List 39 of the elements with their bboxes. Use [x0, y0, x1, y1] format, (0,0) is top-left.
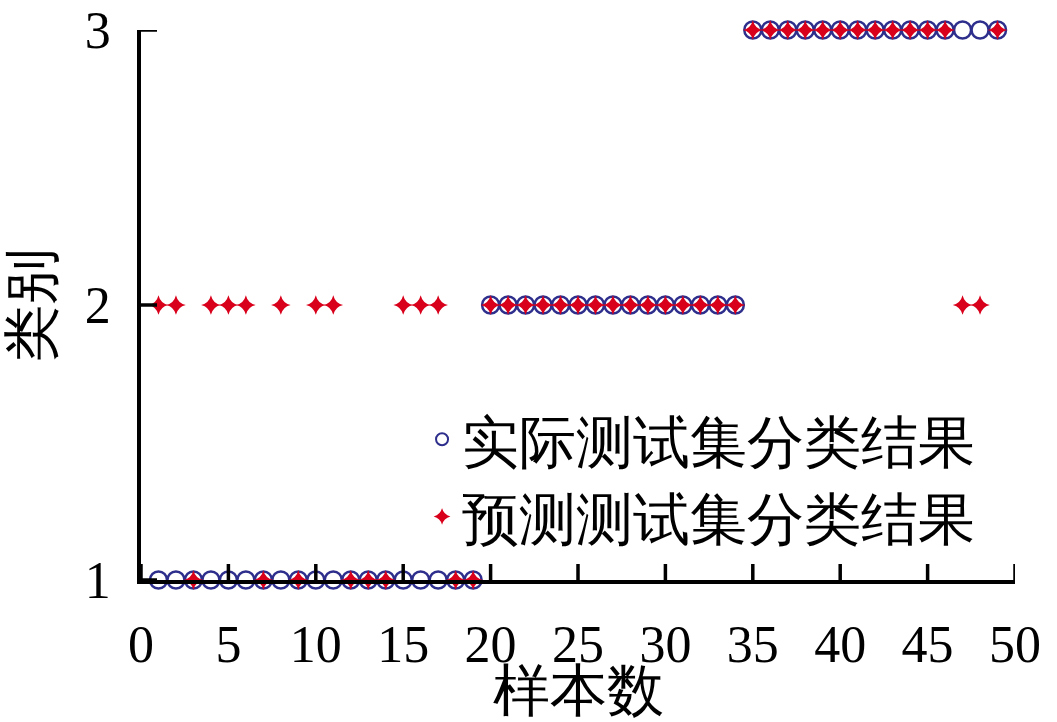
point — [218, 295, 239, 315]
point — [410, 570, 431, 590]
point — [166, 295, 186, 315]
point — [393, 570, 413, 590]
y-axis-title: 类别 — [0, 248, 63, 362]
x-tick-label: 45 — [901, 616, 954, 674]
legend-label: 预测测试集分类结果 — [462, 487, 976, 551]
point — [323, 295, 344, 315]
legend-label: 实际测试集分类结果 — [462, 410, 976, 474]
point — [218, 570, 239, 590]
y-tick-label: 2 — [84, 277, 111, 335]
x-tick-label: 40 — [814, 616, 867, 674]
point — [236, 570, 256, 590]
point — [952, 295, 973, 315]
point — [271, 570, 291, 590]
x-tick-label: 5 — [215, 616, 242, 674]
point — [428, 295, 448, 315]
x-tick-label: 35 — [726, 616, 779, 674]
y-tick-label: 3 — [84, 2, 111, 60]
point — [952, 20, 973, 40]
point — [970, 20, 990, 40]
x-tick-label: 0 — [128, 616, 154, 674]
x-tick-label: 10 — [289, 616, 342, 674]
point — [970, 295, 990, 315]
point — [306, 570, 326, 590]
point — [428, 570, 448, 590]
y-tick-label: 1 — [84, 552, 111, 610]
point — [306, 295, 326, 315]
x-tick-label: 15 — [377, 616, 430, 674]
point — [166, 570, 186, 590]
point — [201, 295, 221, 315]
point — [236, 295, 256, 315]
point — [393, 295, 413, 315]
point — [148, 570, 169, 590]
point — [323, 570, 344, 590]
x-tick-label: 50 — [989, 616, 1041, 674]
point — [410, 295, 431, 315]
point — [201, 570, 221, 590]
point — [271, 295, 291, 315]
